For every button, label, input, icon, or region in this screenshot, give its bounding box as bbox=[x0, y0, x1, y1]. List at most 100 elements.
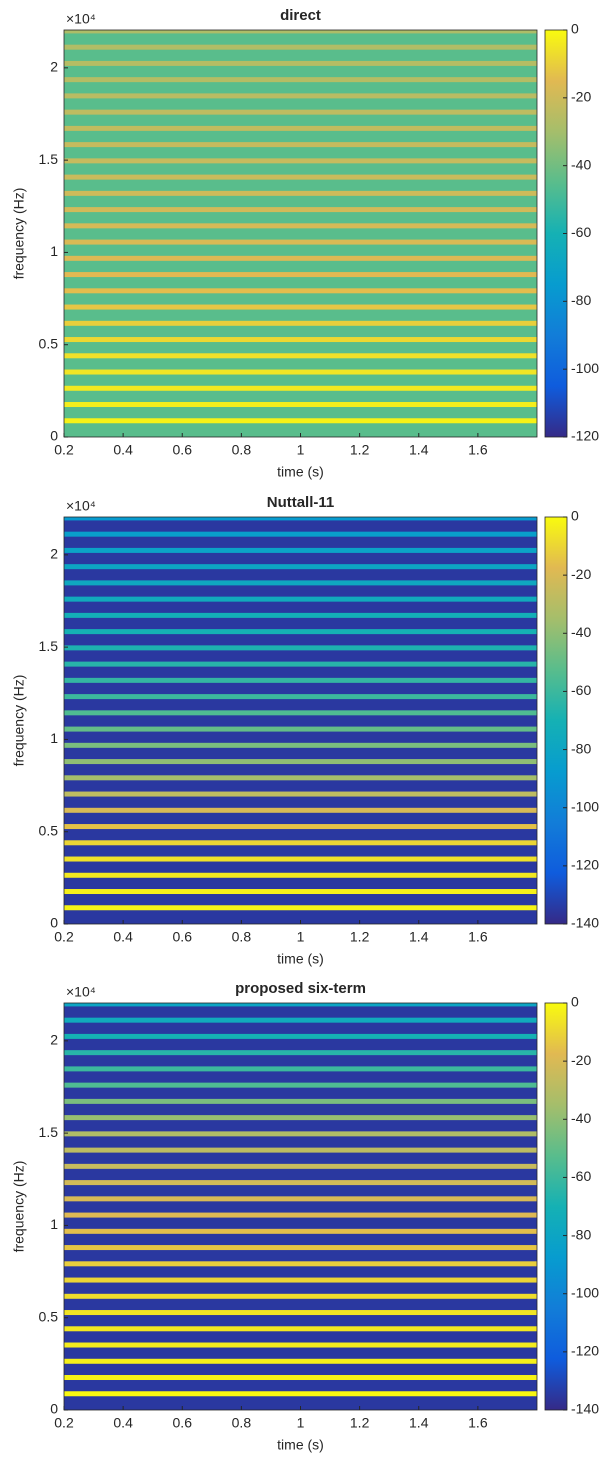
plot-area bbox=[64, 517, 537, 924]
y-tick-label: 2 bbox=[50, 1032, 58, 1048]
colorbar-tick-label: -20 bbox=[571, 89, 591, 105]
x-tick-label: 0.6 bbox=[173, 929, 193, 945]
harmonic bbox=[64, 856, 537, 862]
x-tick-label: 1 bbox=[297, 929, 305, 945]
harmonic bbox=[64, 1342, 537, 1348]
harmonic bbox=[64, 30, 537, 34]
y-tick-label: 0.5 bbox=[39, 335, 59, 351]
x-tick-label: 0.2 bbox=[54, 1415, 74, 1431]
y-tick-label: 0 bbox=[50, 1401, 58, 1417]
chart-title: proposed six-term bbox=[235, 980, 366, 997]
x-tick-label: 1.2 bbox=[350, 1415, 370, 1431]
harmonic bbox=[64, 872, 537, 878]
y-tick-label: 0.5 bbox=[39, 822, 59, 838]
harmonic bbox=[64, 1050, 537, 1056]
harmonic bbox=[64, 629, 537, 635]
colorbar-tick-label: -120 bbox=[571, 1343, 599, 1359]
colorbar-tick-label: -120 bbox=[571, 857, 599, 873]
colorbar-tick-label: -80 bbox=[571, 740, 591, 756]
colorbar-tick-label: -140 bbox=[571, 1401, 599, 1417]
x-tick-label: 0.4 bbox=[113, 1415, 133, 1431]
x-tick-label: 1.4 bbox=[409, 1415, 429, 1431]
y-multiplier: ×10⁴ bbox=[66, 984, 96, 1000]
harmonic bbox=[64, 288, 537, 294]
harmonic bbox=[64, 726, 537, 732]
x-axis-label: time (s) bbox=[277, 951, 324, 967]
y-tick-label: 1 bbox=[50, 730, 58, 746]
colorbar-tick-label: -80 bbox=[571, 1226, 591, 1242]
harmonic bbox=[64, 1261, 537, 1267]
harmonic bbox=[64, 1131, 537, 1137]
harmonic bbox=[64, 109, 537, 115]
harmonic bbox=[64, 1017, 537, 1023]
y-tick-label: 1.5 bbox=[39, 1124, 59, 1140]
y-tick-label: 1 bbox=[50, 243, 58, 259]
colorbar-tick-label: -100 bbox=[571, 360, 599, 376]
y-multiplier: ×10⁴ bbox=[66, 498, 96, 514]
x-tick-label: 0.8 bbox=[232, 442, 252, 458]
colorbar-tick-label: -60 bbox=[571, 682, 591, 698]
y-multiplier: ×10⁴ bbox=[66, 11, 96, 27]
harmonic bbox=[64, 1245, 537, 1251]
colorbar-tick-label: -20 bbox=[571, 566, 591, 582]
harmonic bbox=[64, 1098, 537, 1104]
x-tick-label: 0.4 bbox=[113, 929, 133, 945]
colorbar-tick-label: -60 bbox=[571, 224, 591, 240]
harmonic bbox=[64, 710, 537, 716]
harmonic bbox=[64, 517, 537, 521]
harmonic bbox=[64, 77, 537, 83]
x-tick-label: 0.4 bbox=[113, 442, 133, 458]
x-axis-label: time (s) bbox=[277, 1437, 324, 1453]
harmonic bbox=[64, 580, 537, 586]
colorbar-tick-label: -100 bbox=[571, 1284, 599, 1300]
x-tick-label: 1.2 bbox=[350, 929, 370, 945]
harmonic bbox=[64, 1003, 537, 1007]
harmonic bbox=[64, 564, 537, 570]
harmonic bbox=[64, 596, 537, 602]
harmonic bbox=[64, 255, 537, 261]
harmonic bbox=[64, 742, 537, 748]
harmonic bbox=[64, 1228, 537, 1234]
colorbar-tick-label: -100 bbox=[571, 798, 599, 814]
y-tick-label: 0.5 bbox=[39, 1308, 59, 1324]
y-tick-label: 2 bbox=[50, 546, 58, 562]
harmonic bbox=[64, 1391, 537, 1397]
colorbar-tick-label: -60 bbox=[571, 1168, 591, 1184]
harmonic bbox=[64, 142, 537, 148]
y-axis-label: frequency (Hz) bbox=[11, 675, 27, 767]
chart-title: direct bbox=[280, 7, 321, 24]
harmonic bbox=[64, 1082, 537, 1088]
harmonic bbox=[64, 207, 537, 213]
harmonic bbox=[64, 304, 537, 310]
harmonic bbox=[64, 402, 537, 408]
harmonic bbox=[64, 93, 537, 99]
harmonic bbox=[64, 905, 537, 911]
harmonic bbox=[64, 1115, 537, 1121]
harmonic bbox=[64, 889, 537, 895]
harmonic bbox=[64, 1326, 537, 1332]
harmonic bbox=[64, 1196, 537, 1202]
chart-title: Nuttall-11 bbox=[267, 494, 335, 511]
harmonic bbox=[64, 612, 537, 618]
harmonic bbox=[64, 661, 537, 667]
y-tick-label: 1.5 bbox=[39, 151, 59, 167]
x-tick-label: 1.6 bbox=[468, 929, 488, 945]
y-tick-label: 1.5 bbox=[39, 638, 59, 654]
x-tick-label: 0.8 bbox=[232, 929, 252, 945]
plot-area bbox=[64, 30, 537, 437]
harmonic bbox=[64, 1358, 537, 1364]
harmonic bbox=[64, 385, 537, 391]
x-tick-label: 0.2 bbox=[54, 442, 74, 458]
harmonic bbox=[64, 223, 537, 229]
harmonic bbox=[64, 272, 537, 278]
x-tick-label: 1.4 bbox=[409, 929, 429, 945]
y-tick-label: 0 bbox=[50, 915, 58, 931]
harmonic bbox=[64, 239, 537, 245]
colorbar-tick-label: -80 bbox=[571, 292, 591, 308]
harmonic bbox=[64, 824, 537, 830]
harmonic bbox=[64, 1293, 537, 1299]
x-tick-label: 0.6 bbox=[173, 1415, 193, 1431]
colorbar-tick-label: -40 bbox=[571, 156, 591, 172]
harmonic bbox=[64, 125, 537, 131]
x-tick-label: 1 bbox=[297, 1415, 305, 1431]
